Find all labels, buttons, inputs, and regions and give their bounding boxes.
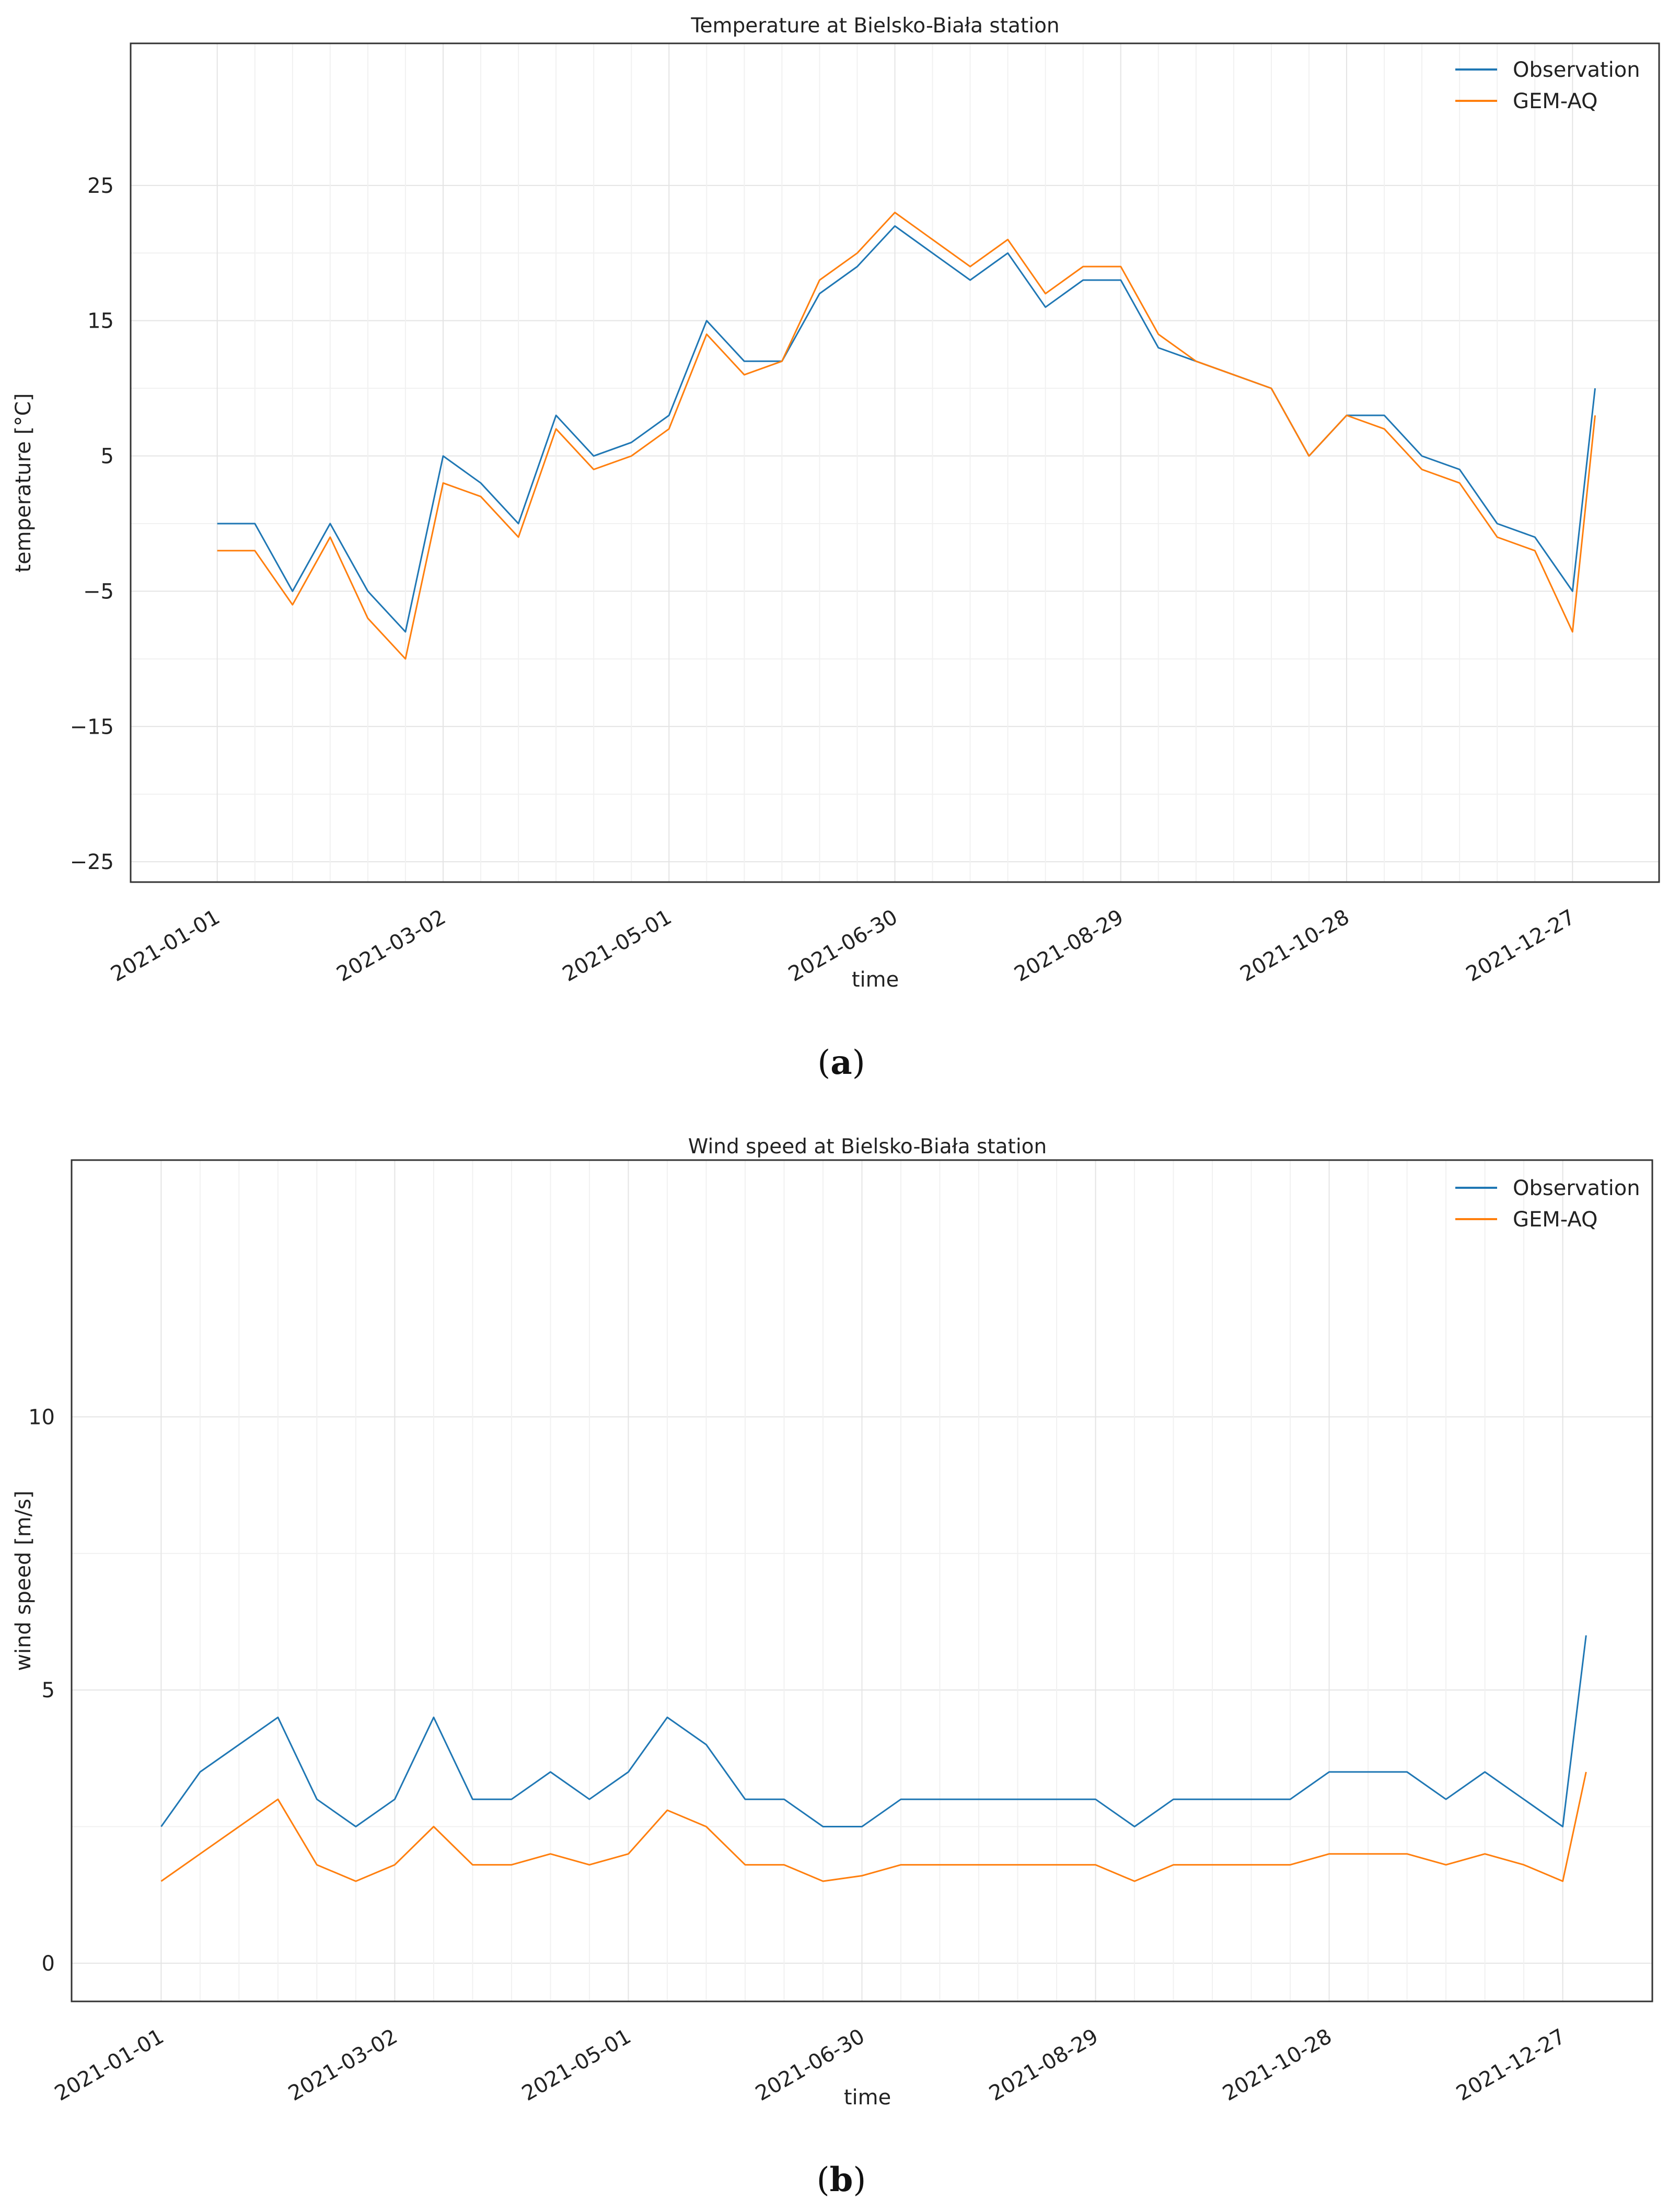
- legend-label: Observation: [1513, 58, 1640, 82]
- x-tick-label: 2021-05-01: [518, 2024, 635, 2106]
- chart-title: Wind speed at Bielsko-Biała station: [688, 1135, 1047, 1159]
- x-tick-label: 2021-03-02: [333, 905, 450, 987]
- plot-frame: [71, 1159, 1653, 2002]
- panel-caption: (b): [817, 2160, 866, 2199]
- x-tick-label: 2021-12-27: [1462, 905, 1579, 987]
- series-line: [217, 225, 1596, 633]
- y-tick-label: 25: [87, 174, 114, 198]
- temperature-chart: Temperature at Bielsko-Biała station tem…: [11, 14, 1660, 1082]
- grid: [131, 43, 1659, 882]
- series-line: [160, 1635, 1587, 1827]
- x-ticks: 2021-01-01 2021-03-02 2021-05-01 2021-06-30…: [51, 2024, 1570, 2106]
- y-tick-label: 15: [87, 309, 114, 333]
- chart-title: Temperature at Bielsko-Biała station: [690, 14, 1059, 38]
- x-tick-label: 2021-08-29: [1010, 905, 1127, 987]
- y-axis-label: wind speed [m/s]: [11, 1490, 36, 1671]
- y-tick-label: 5: [42, 1678, 55, 1703]
- y-tick-label: 0: [42, 1952, 55, 1976]
- y-tick-label: 5: [101, 445, 114, 469]
- y-ticks: −25 −15 −5 5 15 25: [70, 174, 114, 874]
- y-tick-label: −15: [70, 715, 114, 739]
- x-tick-label: 2021-03-02: [284, 2024, 401, 2106]
- x-axis-label: time: [844, 2086, 891, 2110]
- x-ticks: 2021-01-01 2021-03-02 2021-05-01 2021-06-30…: [107, 905, 1579, 987]
- y-tick-label: −5: [83, 580, 114, 604]
- legend: Observation GEM-AQ: [1455, 58, 1640, 113]
- x-tick-label: 2021-10-28: [1236, 905, 1353, 987]
- x-tick-label: 2021-05-01: [559, 905, 676, 987]
- legend-label: Observation: [1513, 1176, 1640, 1200]
- x-tick-label: 2021-12-27: [1452, 2024, 1569, 2106]
- y-axis-label: temperature [°C]: [11, 393, 36, 572]
- y-tick-label: −25: [70, 850, 114, 874]
- x-tick-label: 2021-10-28: [1219, 2024, 1336, 2106]
- wind-speed-chart: Wind speed at Bielsko-Biała station wind…: [11, 1135, 1653, 2199]
- plot-frame: [130, 42, 1660, 883]
- plot-lines: [217, 212, 1596, 660]
- y-ticks: 0 5 10: [28, 1405, 55, 1975]
- x-axis-label: time: [852, 968, 899, 992]
- x-tick-label: 2021-01-01: [107, 905, 224, 987]
- series-line: [217, 212, 1596, 660]
- legend: Observation GEM-AQ: [1455, 1176, 1640, 1232]
- grid: [72, 1160, 1652, 2001]
- legend-label: GEM-AQ: [1513, 1208, 1597, 1232]
- series-line: [160, 1771, 1587, 1882]
- y-tick-label: 10: [28, 1405, 55, 1429]
- x-tick-label: 2021-08-29: [985, 2024, 1102, 2106]
- panel-caption: (a): [817, 1043, 865, 1082]
- plot-lines: [160, 1635, 1587, 1882]
- legend-label: GEM-AQ: [1513, 89, 1597, 113]
- x-tick-label: 2021-01-01: [51, 2024, 168, 2106]
